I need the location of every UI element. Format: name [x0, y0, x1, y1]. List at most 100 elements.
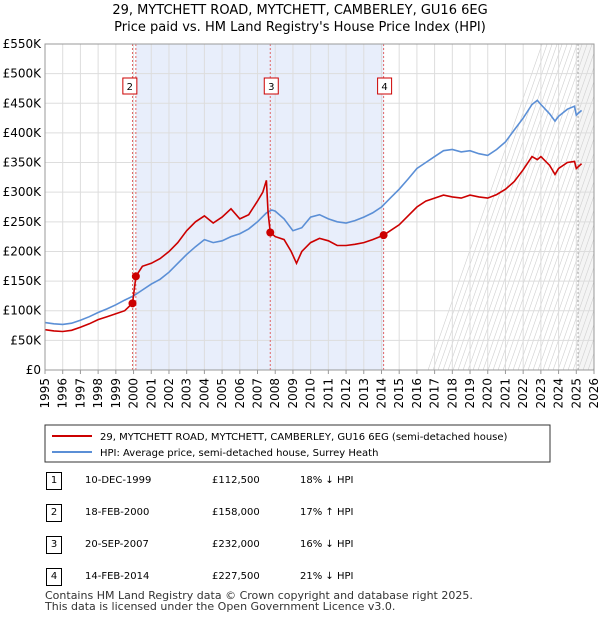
x-tick-label: 2023 [534, 378, 548, 409]
x-tick-label: 2010 [304, 378, 318, 409]
transaction-date: 18-FEB-2000 [85, 507, 150, 518]
y-tick-label: £450K [3, 96, 43, 110]
y-tick-label: £500K [3, 67, 43, 81]
hatch-line [467, 43, 583, 371]
marker-box [263, 77, 279, 95]
transaction-marker-2: 2 [122, 77, 138, 95]
x-tick-label: 2004 [197, 378, 211, 409]
projection-region [578, 44, 594, 370]
hatch-line [572, 292, 600, 371]
footer-line-2: This data is licensed under the Open Gov… [45, 600, 396, 613]
transaction-point-4 [379, 231, 388, 240]
x-tick-label: 2022 [516, 378, 530, 409]
x-tick-label: 1998 [91, 378, 105, 409]
marker-box [377, 77, 393, 95]
price-chart: 29, MYTCHETT ROAD, MYTCHETT, CAMBERLEY, … [3, 3, 600, 463]
hatch-line [517, 134, 600, 371]
hatch-line [477, 43, 593, 371]
x-tick-label: 2007 [251, 378, 265, 409]
x-tick-label: 2011 [321, 378, 335, 409]
hatch-line [552, 234, 600, 371]
legend-label: 29, MYTCHETT ROAD, MYTCHETT, CAMBERLEY, … [100, 432, 508, 443]
x-tick-label: 2008 [268, 378, 282, 409]
y-tick-label: £150K [3, 274, 43, 288]
hatch-line [507, 106, 600, 371]
transaction-number: 3 [46, 536, 62, 554]
x-tick-label: 1997 [73, 378, 87, 409]
transaction-date: 10-DEC-1999 [85, 475, 152, 486]
transaction-row: 1 10-DEC-1999 £112,500 18% ↓ HPI [40, 472, 560, 490]
hatch-line [532, 177, 600, 371]
transaction-hpi: 17% ↑ HPI [300, 507, 354, 518]
transaction-marker-3: 3 [263, 77, 279, 95]
hatch-line [542, 206, 600, 371]
y-tick-label: £0 [26, 363, 41, 377]
hatch-line [482, 43, 598, 371]
x-tick-label: 2026 [587, 378, 600, 409]
x-tick-label: 2003 [180, 378, 194, 409]
transaction-row: 4 14-FEB-2014 £227,500 21% ↓ HPI [40, 568, 560, 586]
x-tick-label: 2024 [552, 378, 566, 409]
x-tick-label: 2016 [410, 378, 424, 409]
transaction-price: £232,000 [212, 539, 260, 550]
x-tick-label: 2009 [286, 378, 300, 409]
x-tick-label: 2002 [162, 378, 176, 409]
transaction-hpi: 16% ↓ HPI [300, 539, 354, 550]
marker-label: 3 [268, 82, 274, 93]
transaction-row: 2 18-FEB-2000 £158,000 17% ↑ HPI [40, 504, 560, 522]
transaction-price: £112,500 [212, 475, 260, 486]
price-paid-line [44, 155, 583, 333]
x-tick-label: 1996 [56, 378, 70, 409]
hatch-line [497, 77, 600, 371]
x-tick-label: 2025 [569, 378, 583, 409]
x-tick-label: 2020 [481, 378, 495, 409]
transaction-point-1 [128, 299, 137, 308]
transaction-row: 3 20-SEP-2007 £232,000 16% ↓ HPI [40, 536, 560, 554]
x-tick-label: 2014 [374, 378, 388, 409]
hatch-line [512, 120, 600, 371]
transaction-marker-4: 4 [377, 77, 393, 95]
x-tick-label: 2018 [445, 378, 459, 409]
transaction-point-2 [131, 272, 140, 281]
transaction-hpi: 18% ↓ HPI [300, 475, 354, 486]
transaction-point-3 [266, 228, 275, 237]
transaction-hpi: 21% ↓ HPI [300, 571, 354, 582]
x-tick-label: 2001 [144, 378, 158, 409]
legend-label: HPI: Average price, semi-detached house,… [100, 448, 378, 459]
y-tick-label: £550K [3, 37, 43, 51]
y-tick-label: £100K [3, 304, 43, 318]
transaction-number: 4 [46, 568, 62, 586]
transaction-date: 20-SEP-2007 [85, 539, 149, 550]
transaction-price: £158,000 [212, 507, 260, 518]
y-tick-label: £350K [3, 156, 43, 170]
transaction-price: £227,500 [212, 571, 260, 582]
y-tick-label: £250K [3, 215, 43, 229]
footer: Contains HM Land Registry data © Crown c… [45, 590, 473, 612]
marker-label: 4 [381, 82, 387, 93]
hpi-line [44, 99, 583, 326]
x-tick-label: 2005 [215, 378, 229, 409]
hatch-line [567, 277, 600, 371]
x-tick-label: 2000 [127, 378, 141, 409]
chart-title: 29, MYTCHETT ROAD, MYTCHETT, CAMBERLEY, … [112, 3, 487, 18]
y-tick-label: £400K [3, 126, 43, 140]
hatch-line [547, 220, 600, 371]
hatch-line [457, 43, 573, 371]
hatch-line [527, 163, 600, 371]
marker-label: 2 [127, 82, 133, 93]
legend-box [44, 424, 551, 463]
hatch-clip [594, 43, 600, 371]
hatch-line [442, 43, 558, 371]
x-tick-label: 2019 [463, 378, 477, 409]
transaction-number: 2 [46, 504, 62, 522]
transaction-number: 1 [46, 472, 62, 490]
hatch-line [487, 49, 600, 371]
hatch-line [437, 43, 553, 371]
transaction-date: 14-FEB-2014 [85, 571, 150, 582]
y-tick-label: £300K [3, 185, 43, 199]
hatch-line [452, 43, 568, 371]
x-tick-label: 2015 [392, 378, 406, 409]
shaded-period [135, 44, 384, 370]
hatch-line [557, 249, 600, 371]
y-tick-label: £200K [3, 244, 43, 258]
